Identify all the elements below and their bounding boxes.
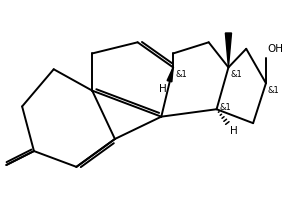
Text: &1: &1 — [176, 70, 187, 79]
Polygon shape — [167, 67, 173, 82]
Polygon shape — [225, 33, 231, 67]
Text: OH: OH — [268, 44, 284, 54]
Text: &1: &1 — [268, 86, 279, 95]
Text: &1: &1 — [219, 104, 231, 112]
Text: H: H — [230, 126, 238, 136]
Text: H: H — [159, 84, 166, 94]
Text: &1: &1 — [231, 70, 243, 79]
